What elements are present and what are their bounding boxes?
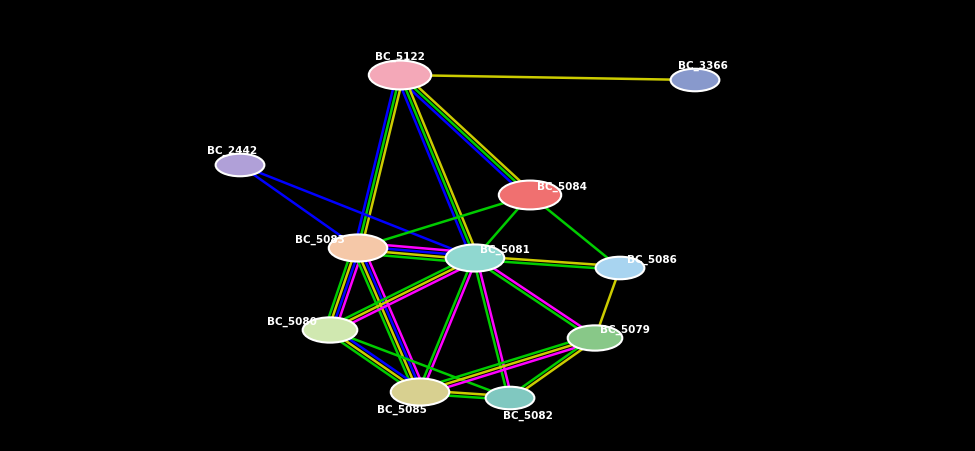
Ellipse shape: [391, 378, 449, 405]
Text: BC_5079: BC_5079: [600, 325, 650, 335]
Ellipse shape: [671, 69, 720, 91]
Text: BC_5083: BC_5083: [295, 235, 345, 245]
Text: BC_5085: BC_5085: [377, 405, 427, 415]
Ellipse shape: [302, 318, 357, 343]
Text: BC_5084: BC_5084: [537, 182, 587, 192]
Text: BC_2442: BC_2442: [207, 146, 257, 156]
Ellipse shape: [499, 180, 562, 209]
Text: BC_5080: BC_5080: [267, 317, 317, 327]
Text: BC_3366: BC_3366: [678, 61, 728, 71]
Ellipse shape: [596, 257, 644, 279]
Ellipse shape: [215, 154, 264, 176]
Text: BC_5122: BC_5122: [375, 52, 425, 62]
Text: BC_5086: BC_5086: [627, 255, 677, 265]
Ellipse shape: [369, 60, 431, 89]
Text: BC_5081: BC_5081: [480, 245, 530, 255]
Ellipse shape: [446, 244, 504, 272]
Ellipse shape: [567, 325, 622, 350]
Ellipse shape: [486, 387, 534, 409]
Ellipse shape: [329, 235, 387, 262]
Text: BC_5082: BC_5082: [503, 411, 553, 421]
